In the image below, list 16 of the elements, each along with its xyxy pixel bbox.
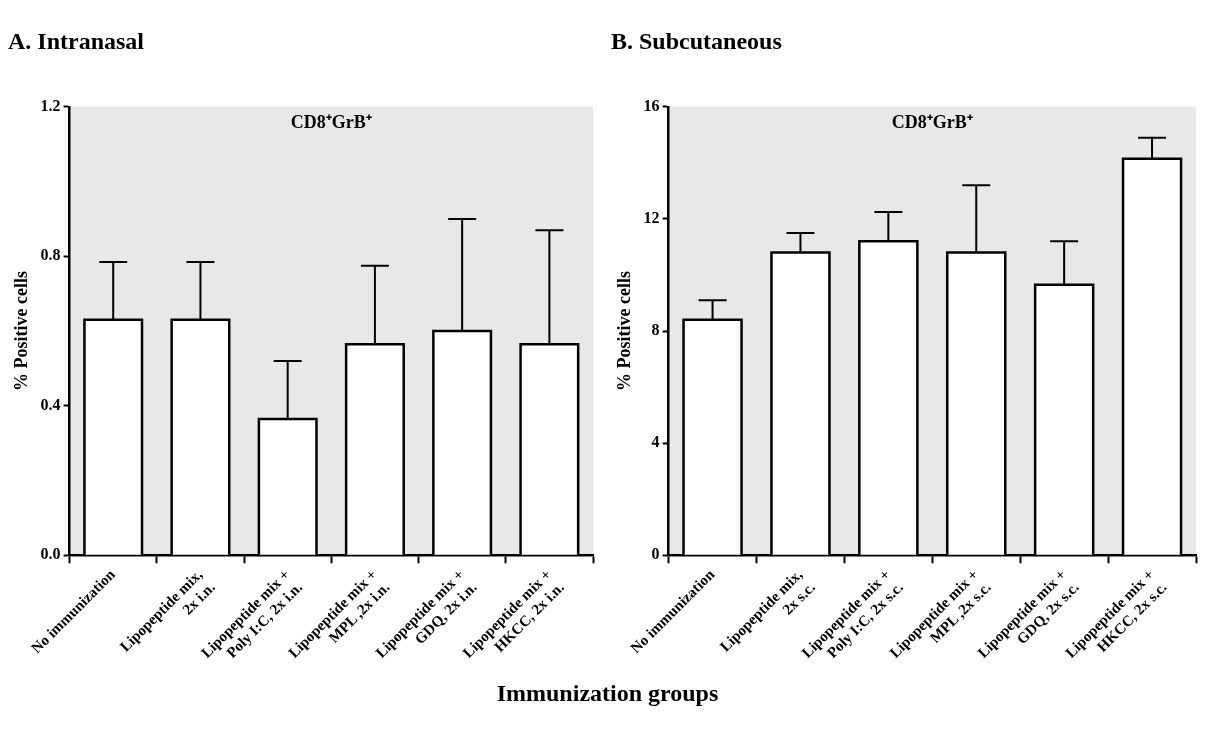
y-axis-title: % Positive cells	[614, 271, 635, 392]
y-tick-label: 16	[643, 96, 660, 114]
y-tick-label: 0.0	[40, 545, 61, 563]
y-tick-label: 12	[643, 209, 660, 227]
y-tick-label: 0.4	[40, 395, 61, 413]
chart-subtitle: CD8⁺GrB⁺	[891, 112, 973, 133]
chart-subtitle: CD8⁺GrB⁺	[290, 112, 372, 133]
chart-title: A. Intranasal	[8, 27, 145, 54]
y-tick-label: 8	[651, 321, 660, 339]
y-tick-label: 1.2	[40, 96, 61, 114]
chart-title: B. Subcutaneous	[611, 27, 782, 54]
x-axis-title: Immunization groups	[495, 680, 720, 707]
y-tick-label: 4	[651, 433, 660, 451]
y-tick-label: 0.8	[40, 246, 61, 264]
y-tick-label: 0	[651, 545, 660, 563]
y-axis-title: % Positive cells	[11, 271, 32, 392]
